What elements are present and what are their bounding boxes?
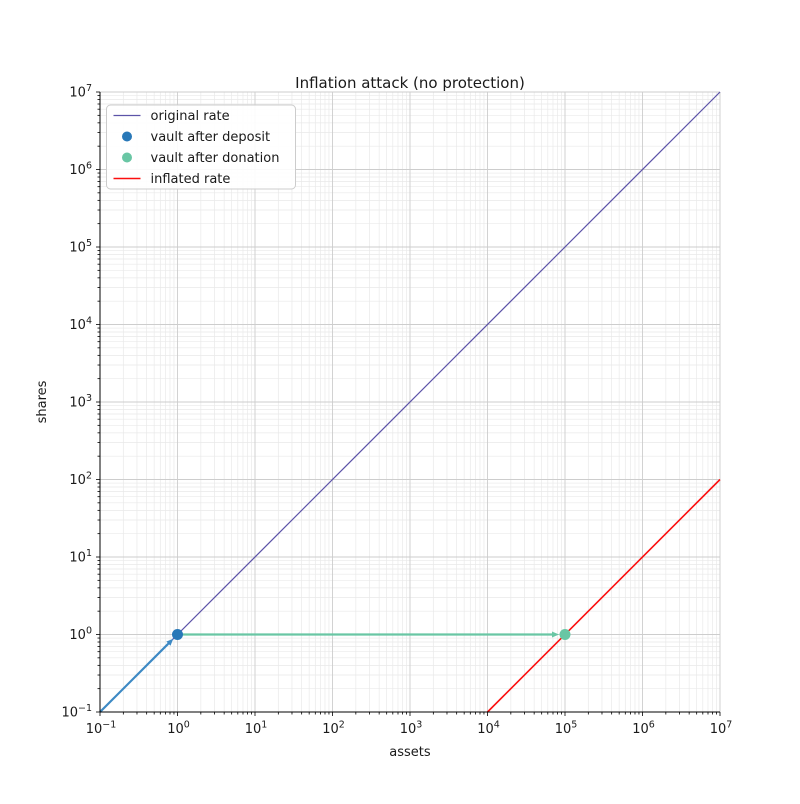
legend: original rate vault after deposit vault af… <box>106 104 296 190</box>
legend-item: original rate <box>113 109 230 124</box>
x-tick-label: 100 <box>167 720 190 738</box>
deposit-arrow <box>99 638 174 713</box>
y-tick-label: 106 <box>69 161 92 179</box>
legend-item: inflated rate <box>113 172 231 187</box>
legend-item: vault after deposit <box>122 130 270 145</box>
y-tick-label: 107 <box>69 83 92 101</box>
series-inflated-rate <box>486 478 721 713</box>
series-original-rate <box>99 91 721 713</box>
legend-label: original rate <box>151 109 230 124</box>
y-tick-label: 105 <box>69 238 92 256</box>
y-tick-label: 101 <box>69 548 92 566</box>
y-axis-label: shares <box>35 380 50 423</box>
y-tick-label: 104 <box>69 316 92 334</box>
y-tick-label: 100 <box>69 626 92 644</box>
legend-label: vault after deposit <box>151 130 271 145</box>
marker-vault-after-donation <box>559 629 571 640</box>
y-tick-label: 102 <box>69 471 92 489</box>
legend-item: vault after donation <box>122 151 279 166</box>
chart-title: Inflation attack (no protection) <box>295 74 525 92</box>
legend-dot-sample <box>122 131 132 142</box>
x-tick-label: 105 <box>555 720 578 738</box>
legend-box <box>106 104 296 190</box>
x-tick-label: 104 <box>477 720 500 738</box>
axes-layer <box>96 91 721 716</box>
x-tick-label: 101 <box>245 720 268 738</box>
x-tick-label: 10−1 <box>86 720 117 738</box>
tick-label-layer: 10−1 100 101 102 103 104 105 106 107 10−1 100 101 10… <box>61 83 732 737</box>
legend-label: vault after donation <box>151 151 280 166</box>
x-tick-label: 103 <box>400 720 423 738</box>
legend-dot-sample <box>122 152 132 163</box>
x-tick-label: 107 <box>710 720 733 738</box>
plot-layer <box>99 91 721 713</box>
x-tick-label: 106 <box>632 720 655 738</box>
x-axis-label: assets <box>389 745 431 760</box>
y-tick-label: 10−1 <box>61 703 92 721</box>
x-tick-label: 102 <box>322 720 345 738</box>
y-tick-label: 103 <box>69 393 92 411</box>
legend-label: inflated rate <box>151 172 231 187</box>
marker-vault-after-deposit <box>172 629 183 640</box>
